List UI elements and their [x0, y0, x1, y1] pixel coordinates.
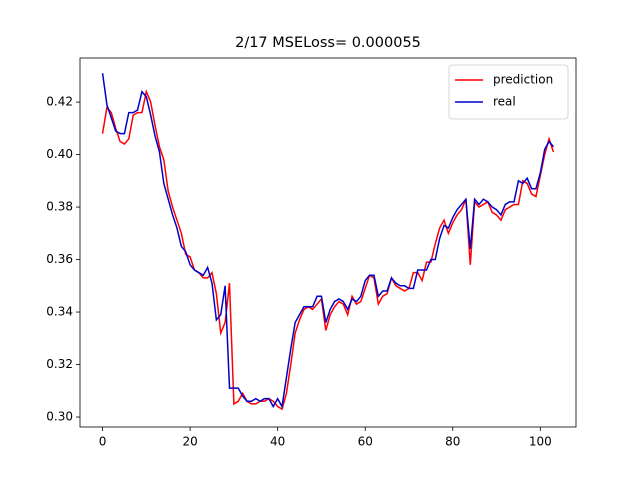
legend-label: prediction [493, 73, 553, 87]
x-tick-label: 20 [182, 435, 197, 449]
y-tick-label: 0.36 [46, 252, 73, 266]
x-tick-label: 40 [270, 435, 285, 449]
x-tick-label: 60 [358, 435, 373, 449]
y-tick-label: 0.40 [46, 147, 73, 161]
y-tick-label: 0.32 [46, 357, 73, 371]
plot-frame [79, 57, 577, 428]
y-tick-label: 0.42 [46, 95, 73, 109]
series-line [101, 73, 555, 409]
legend-box [448, 64, 569, 120]
y-tick-label: 0.38 [46, 200, 73, 214]
x-tick-label: 80 [445, 435, 460, 449]
legend-label: real [493, 95, 516, 109]
x-tick-label: 0 [99, 435, 107, 449]
y-tick-label: 0.30 [46, 410, 73, 424]
y-tick-label: 0.34 [46, 305, 73, 319]
chart-title: 2/17 MSELoss= 0.000055 [235, 35, 421, 51]
series-line [101, 89, 555, 411]
x-tick-label: 100 [529, 435, 552, 449]
